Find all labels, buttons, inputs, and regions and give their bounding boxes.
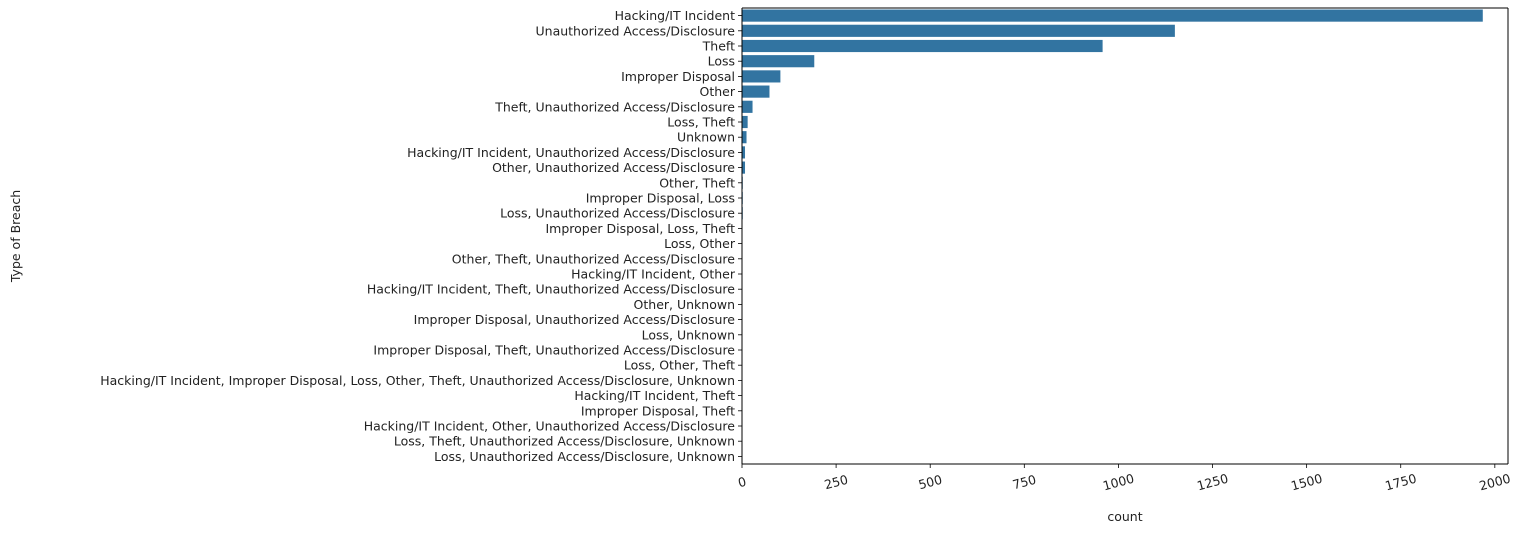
bar	[742, 24, 1175, 37]
y-tick-label: Improper Disposal, Theft, Unauthorized A…	[373, 343, 735, 358]
y-tick-label: Loss, Unauthorized Access/Disclosure, Un…	[434, 449, 735, 464]
y-tick-label: Loss, Theft	[667, 115, 735, 130]
y-tick-label: Loss	[708, 54, 735, 69]
y-tick-label: Loss, Other	[664, 236, 736, 251]
y-tick-label: Loss, Other, Theft	[624, 358, 735, 373]
bar	[742, 115, 748, 129]
x-axis-title: count	[1107, 509, 1142, 524]
bar	[742, 146, 746, 159]
y-tick-label: Other, Unknown	[634, 297, 735, 312]
y-tick-label: Hacking/IT Incident, Unauthorized Access…	[407, 145, 735, 160]
bar	[742, 39, 1103, 53]
y-tick-label: Improper Disposal	[621, 69, 735, 84]
y-tick-label: Hacking/IT Incident, Other	[571, 267, 736, 282]
bar	[742, 70, 781, 83]
y-tick-label: Theft	[702, 39, 735, 54]
y-tick-label: Hacking/IT Incident, Theft	[574, 388, 735, 403]
y-tick-label: Theft, Unauthorized Access/Disclosure	[494, 99, 735, 114]
y-tick-label: Loss, Theft, Unauthorized Access/Disclos…	[394, 434, 735, 449]
x-tick-label: 2000	[1478, 471, 1513, 494]
y-tick-label: Other, Unauthorized Access/Disclosure	[492, 160, 735, 175]
y-tick-label: Hacking/IT Incident, Improper Disposal, …	[100, 373, 735, 388]
y-tick-label: Improper Disposal, Theft	[581, 403, 735, 418]
y-tick-label: Loss, Unauthorized Access/Disclosure	[500, 206, 735, 221]
x-tick-label: 750	[1011, 472, 1038, 493]
y-tick-label: Hacking/IT Incident, Theft, Unauthorized…	[367, 282, 735, 297]
x-tick-label: 0	[736, 474, 748, 491]
bar	[742, 131, 747, 144]
y-tick-label: Other, Theft	[659, 175, 735, 190]
y-axis-title: Type of Breach	[8, 190, 23, 283]
x-tick-label: 1750	[1383, 471, 1418, 494]
y-tick-label: Hacking/IT Incident, Other, Unauthorized…	[364, 419, 736, 434]
bar	[742, 9, 1483, 22]
y-tick-label: Unauthorized Access/Disclosure	[536, 23, 736, 38]
y-tick-label: Improper Disposal, Unauthorized Access/D…	[414, 312, 736, 327]
y-tick-label: Other, Theft, Unauthorized Access/Disclo…	[452, 251, 736, 266]
x-tick-label: 500	[917, 472, 944, 493]
x-tick-label: 250	[823, 472, 850, 493]
bar	[742, 100, 753, 113]
bar	[742, 55, 815, 68]
y-tick-label: Unknown	[677, 130, 735, 145]
bar	[742, 85, 770, 98]
y-tick-label: Loss, Unknown	[642, 327, 735, 342]
y-tick-label: Improper Disposal, Loss, Theft	[545, 221, 735, 236]
y-tick-label: Other	[700, 84, 736, 99]
bar	[742, 161, 746, 174]
y-tick-label: Hacking/IT Incident	[615, 8, 736, 23]
x-tick-label: 1500	[1289, 471, 1324, 494]
x-tick-label: 1250	[1195, 471, 1230, 494]
bars-group	[742, 9, 1483, 463]
x-ticks: 0 250 500 750 1000 1250 1500 1750 2000	[736, 464, 1512, 493]
y-tick-label: Improper Disposal, Loss	[586, 191, 735, 206]
x-tick-label: 1000	[1101, 471, 1136, 494]
